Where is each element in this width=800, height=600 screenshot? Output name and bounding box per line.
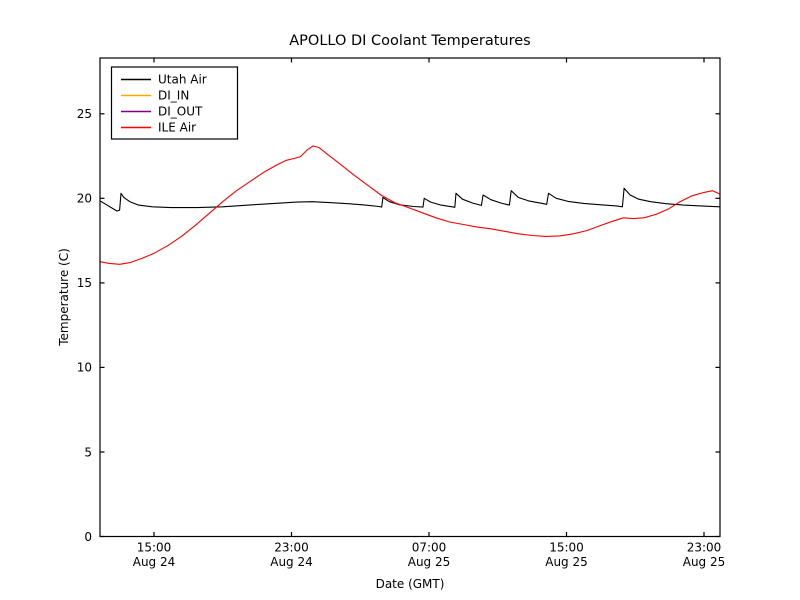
series-line-utah-air <box>99 187 721 212</box>
x-tick-label-date: Aug 25 <box>408 555 451 569</box>
x-tick-label-time: 15:00 <box>549 541 584 555</box>
x-tick-label-time: 07:00 <box>412 541 447 555</box>
x-tick-label-time: 23:00 <box>274 541 309 555</box>
x-axis-label: Date (GMT) <box>375 577 445 591</box>
legend-label-di-in: DI_IN <box>158 89 189 103</box>
legend-label-ile-air: ILE Air <box>158 121 196 135</box>
series-line-ile-air <box>99 145 721 265</box>
y-axis-label: Temperature (C) <box>57 248 71 347</box>
y-tick-label: 15 <box>77 276 92 290</box>
x-tick-label-date: Aug 24 <box>270 555 313 569</box>
y-tick-label: 25 <box>77 107 92 121</box>
y-tick-label: 5 <box>84 445 92 459</box>
x-tick-label-date: Aug 25 <box>545 555 588 569</box>
y-tick-label: 0 <box>84 530 92 544</box>
y-tick-label: 10 <box>77 361 92 375</box>
legend-label-utah-air: Utah Air <box>158 73 207 87</box>
x-tick-label-time: 23:00 <box>687 541 722 555</box>
y-tick-label: 20 <box>77 192 92 206</box>
x-tick-label-date: Aug 24 <box>133 555 176 569</box>
x-tick-label-date: Aug 25 <box>683 555 726 569</box>
plot-border <box>99 57 721 538</box>
legend-label-di-out: DI_OUT <box>158 105 203 119</box>
x-tick-label-time: 15:00 <box>137 541 172 555</box>
chart-title: APOLLO DI Coolant Temperatures <box>289 33 531 49</box>
